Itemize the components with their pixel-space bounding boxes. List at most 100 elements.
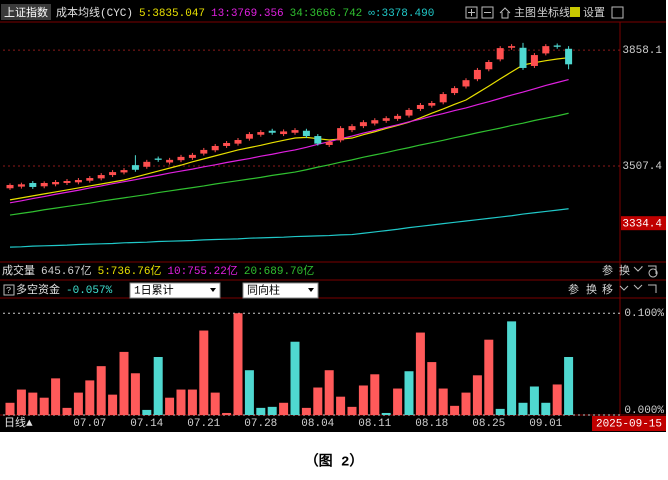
bar: [427, 362, 437, 415]
bar: [176, 389, 186, 415]
dropdown[interactable]: [129, 282, 221, 299]
bar: [541, 402, 551, 415]
candle-body: [405, 109, 413, 116]
candle-body: [52, 182, 60, 185]
tool-icons[interactable]: [619, 284, 657, 293]
zoom-out-icon[interactable]: [481, 6, 494, 19]
panel-bg: [0, 0, 666, 432]
candle-body: [177, 156, 185, 161]
bar: [347, 406, 357, 415]
tool[interactable]: 换: [586, 282, 597, 297]
bar: [495, 408, 505, 415]
title-box: [1, 4, 51, 20]
bar: [507, 321, 517, 415]
bar: [267, 406, 277, 415]
price-marker-label: 3334.4: [622, 219, 662, 231]
x-tick-label: 08.25: [472, 418, 505, 430]
control[interactable]: 坐标线: [537, 5, 570, 20]
x-tick-label: 07.28: [244, 418, 277, 430]
bar: [153, 356, 163, 415]
label: ∞:3378.490: [368, 8, 434, 20]
candle-body: [542, 46, 550, 54]
candle-body: [109, 172, 117, 176]
candle-body: [519, 47, 527, 68]
tool[interactable]: 参: [568, 282, 579, 297]
bar: [279, 402, 289, 415]
dropdown-arrow: [308, 288, 314, 292]
bar: [552, 384, 562, 415]
x-tick-label: 09.01: [529, 418, 562, 430]
candle-body: [97, 175, 105, 179]
candle-body: [439, 94, 447, 103]
tool[interactable]: 参: [602, 263, 613, 278]
label: 645.67亿: [41, 264, 92, 278]
candle-body: [63, 181, 71, 183]
bar: [210, 392, 220, 415]
home-icon[interactable]: [499, 7, 511, 19]
candle-body: [166, 159, 174, 163]
bar: [119, 351, 129, 415]
label: 5:736.76亿: [98, 264, 162, 278]
x-tick-label: 08.04: [301, 418, 334, 430]
bar: [472, 375, 482, 415]
zoom-in-icon[interactable]: [465, 6, 478, 19]
candle-body: [337, 128, 345, 141]
bar: [336, 396, 346, 415]
period[interactable]: 日线▲: [4, 415, 33, 430]
dropdown[interactable]: [242, 282, 319, 299]
x-tick-label: 08.18: [415, 418, 448, 430]
plus: [468, 9, 475, 16]
bar: [51, 378, 61, 415]
bar: [16, 389, 26, 415]
control[interactable]: 设置: [583, 6, 605, 20]
tool-icons[interactable]: [633, 265, 658, 278]
candle-body: [143, 161, 151, 167]
candle-body: [234, 140, 242, 144]
label: 5:3835.047: [139, 8, 205, 20]
check-icon[interactable]: [570, 7, 580, 17]
candle-body: [462, 80, 470, 87]
candle-body: [280, 131, 288, 135]
bar: [233, 313, 243, 415]
bar: [461, 392, 471, 415]
candle-body: [485, 62, 493, 70]
candle-body: [553, 45, 561, 47]
bar: [324, 370, 334, 415]
y-tick-label: 3858.1: [622, 45, 662, 57]
label: 多空资金: [16, 282, 60, 297]
menu-icon[interactable]: [611, 6, 624, 19]
dropdown-arrow: [210, 288, 216, 292]
bar: [73, 392, 83, 415]
candle-body: [200, 149, 208, 154]
bar: [301, 407, 311, 415]
candle-body: [154, 158, 162, 160]
bar: [165, 397, 175, 415]
candle-body: [359, 122, 367, 127]
bar: [518, 402, 528, 415]
label: 34:3666.742: [290, 8, 363, 20]
dropdown-label[interactable]: 同向柱: [247, 282, 280, 297]
dropdown-label[interactable]: 1日累计: [134, 283, 174, 297]
cursor-date: 2025-09-15: [596, 418, 662, 430]
candle-body: [131, 165, 139, 170]
cursor-date-box: [592, 416, 666, 431]
tool[interactable]: 换: [619, 263, 630, 278]
candle-body: [428, 102, 436, 106]
candle-body: [268, 130, 276, 133]
label: 20:689.70亿: [244, 264, 314, 278]
tool[interactable]: 移: [602, 283, 613, 297]
help-icon[interactable]: [3, 284, 15, 296]
candle-body: [382, 118, 390, 121]
ma-line: [9, 57, 569, 201]
candle-body: [17, 184, 25, 187]
bar: [130, 373, 140, 415]
candle-body: [473, 69, 481, 80]
caption: （图 2）: [305, 454, 364, 471]
label: 成本均线(CYC): [56, 5, 133, 20]
x-tick-label: 07.21: [187, 418, 220, 430]
control[interactable]: 主图: [514, 6, 536, 20]
candle-body: [188, 154, 196, 158]
label: -0.057%: [66, 285, 113, 297]
bar: [108, 394, 118, 415]
